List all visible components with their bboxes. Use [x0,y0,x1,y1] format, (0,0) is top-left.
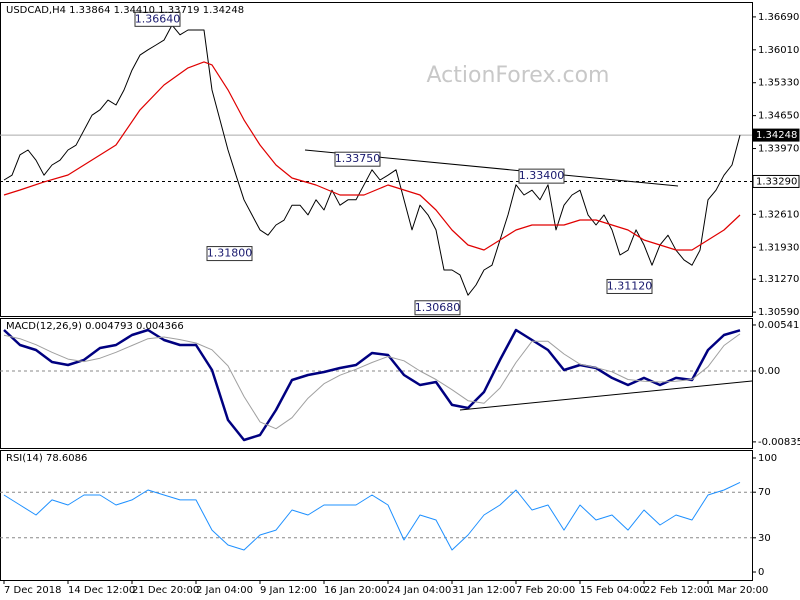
price-label-box [752,128,800,142]
x-tick-label: 14 Dec 12:00 [68,585,135,596]
y-tick-label: 0.005419 [758,320,800,331]
x-tick-label: 22 Feb 12:00 [644,585,710,596]
annotation-box [606,278,653,294]
y-tick-label: 30 [758,533,771,544]
x-tick-label: 9 Jan 12:00 [260,585,317,596]
x-tick-label: 15 Feb 04:00 [580,585,646,596]
panel-frame [0,318,753,449]
y-tick-label: 1.34650 [758,111,799,122]
series-line [3,328,741,442]
annotation-label: 1.33750 [335,152,381,165]
annotation-box [134,11,181,27]
y-tick-label: 1.36010 [758,45,799,56]
watermark: ActionForex.com [427,63,610,88]
y-tick-label: 1.36690 [758,12,799,23]
annotation-label: 1.30680 [415,301,461,314]
y-tick-label: 1.33970 [758,144,799,155]
annotation-label: 1.36640 [135,12,181,25]
panel-frame [0,450,753,581]
panel-title: MACD(12,26,9) 0.004793 0.004366 [6,321,184,332]
x-tick-label: 24 Jan 04:00 [388,585,451,596]
y-tick-label: 1.31930 [758,242,799,253]
y-tick-label: 1.35330 [758,78,799,89]
y-tick-label: 70 [758,487,771,498]
y-tick-label: 0.00 [758,366,780,377]
annotation-box [334,151,381,167]
series-line [3,481,741,551]
y-tick-label: 0 [758,567,764,578]
annotation-box [414,300,461,316]
price-label: 1.33290 [756,176,797,187]
annotation-label: 1.31800 [207,247,253,260]
y-tick-label: 1.32610 [758,209,799,220]
annotation-box [518,168,565,184]
series-line [3,24,741,296]
y-tick-label: 100 [758,453,777,464]
price-label-box [752,174,800,188]
price-label: 1.34248 [756,130,797,141]
x-tick-label: 2 Jan 04:00 [196,585,253,596]
panel-title: USDCAD,H4 1.33864 1.34410 1.33719 1.3424… [6,5,244,16]
trend-line [459,380,753,411]
y-tick-label: -0.00835 [758,437,800,448]
panel-title: RSI(14) 78.6086 [6,453,87,464]
panel-frame [0,2,753,317]
x-tick-label: 31 Jan 12:00 [452,585,515,596]
annotation-label: 1.33400 [519,169,565,182]
x-tick-label: 1 Mar 20:00 [708,585,768,596]
x-tick-label: 7 Dec 2018 [4,585,62,596]
annotation-box [206,246,253,262]
x-tick-label: 7 Feb 20:00 [516,585,575,596]
y-tick-label: 1.30590 [758,307,799,318]
y-tick-label: 1.31270 [758,274,799,285]
annotation-label: 1.31120 [607,279,653,292]
x-tick-label: 16 Jan 20:00 [324,585,387,596]
series-line [3,333,741,430]
series-line [3,61,741,251]
x-tick-label: 21 Dec 20:00 [132,585,199,596]
